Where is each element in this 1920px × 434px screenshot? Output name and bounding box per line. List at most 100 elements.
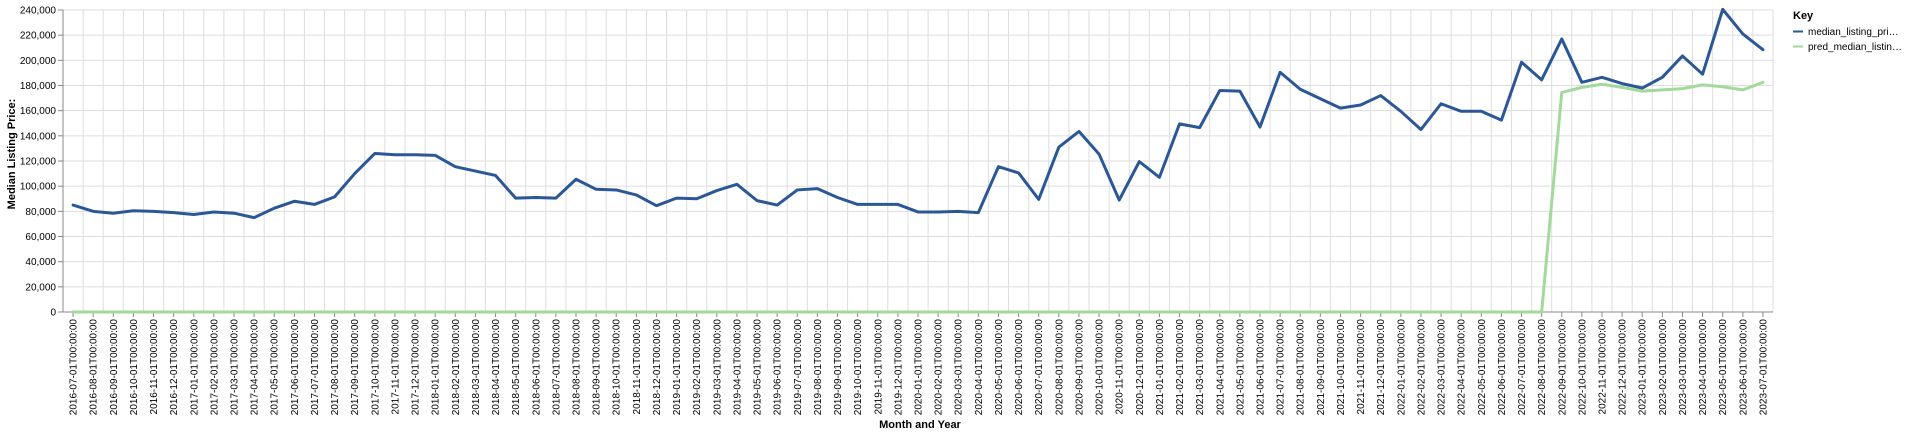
x-tick-label: 2019-10-01T00:00:00 bbox=[853, 319, 864, 416]
x-tick-label: 2019-11-01T00:00:00 bbox=[873, 319, 884, 415]
y-tick-label: 20,000 bbox=[25, 282, 56, 293]
series-layer bbox=[71, 7, 1765, 314]
x-tick-label: 2021-07-01T00:00:00 bbox=[1276, 319, 1287, 416]
x-tick-label: 2023-03-01T00:00:00 bbox=[1678, 319, 1689, 416]
x-tick-label: 2022-12-01T00:00:00 bbox=[1618, 319, 1629, 416]
x-tick-label: 2017-12-01T00:00:00 bbox=[411, 319, 422, 416]
x-tick-label: 2017-04-01T00:00:00 bbox=[250, 319, 261, 416]
x-tick-label: 2020-03-01T00:00:00 bbox=[954, 319, 965, 416]
x-tick-label: 2019-06-01T00:00:00 bbox=[773, 319, 784, 416]
x-tick-label: 2017-01-01T00:00:00 bbox=[189, 319, 200, 416]
x-tick-label: 2017-06-01T00:00:00 bbox=[290, 319, 301, 416]
x-axis: 2016-07-01T00:00:00 2016-08-01T00:00:00 20… bbox=[63, 311, 1773, 416]
y-axis: 0 20,000 40,000 60,000 80,000 100,000 120,000 1… bbox=[20, 6, 64, 319]
legend: Key median_listing_pri… pred_median_listi… bbox=[1793, 10, 1902, 53]
x-tick-label: 2020-06-01T00:00:00 bbox=[1014, 319, 1025, 416]
x-tick-label: 2021-08-01T00:00:00 bbox=[1296, 319, 1307, 416]
x-tick-label: 2017-05-01T00:00:00 bbox=[270, 319, 281, 416]
x-tick-label: 2019-02-01T00:00:00 bbox=[692, 319, 703, 416]
gridlines bbox=[62, 9, 1774, 313]
x-tick-label: 2018-05-01T00:00:00 bbox=[511, 319, 522, 416]
x-tick-label: 2018-08-01T00:00:00 bbox=[572, 319, 583, 416]
y-tick-label: 180,000 bbox=[20, 81, 57, 92]
x-tick-label: 2022-05-01T00:00:00 bbox=[1477, 319, 1488, 416]
x-tick-label: 2021-04-01T00:00:00 bbox=[1215, 319, 1226, 416]
x-tick-label: 2018-03-01T00:00:00 bbox=[471, 319, 482, 416]
x-tick-label: 2022-03-01T00:00:00 bbox=[1437, 319, 1448, 416]
y-axis-title: Median Listing Price: bbox=[6, 99, 18, 210]
x-tick-label: 2018-04-01T00:00:00 bbox=[491, 319, 502, 416]
x-tick-label: 2020-11-01T00:00:00 bbox=[1115, 319, 1126, 415]
y-tick-label: 60,000 bbox=[25, 232, 56, 243]
x-tick-label: 2018-11-01T00:00:00 bbox=[632, 319, 643, 415]
x-tick-label: 2022-02-01T00:00:00 bbox=[1416, 319, 1427, 416]
x-tick-label: 2022-04-01T00:00:00 bbox=[1457, 319, 1468, 416]
x-tick-label: 2022-09-01T00:00:00 bbox=[1557, 319, 1568, 416]
x-tick-label: 2020-04-01T00:00:00 bbox=[974, 319, 985, 416]
y-tick-label: 160,000 bbox=[20, 106, 57, 117]
x-tick-label: 2016-09-01T00:00:00 bbox=[109, 319, 120, 416]
y-tick-label: 0 bbox=[50, 308, 56, 319]
x-tick-label: 2020-09-01T00:00:00 bbox=[1074, 319, 1085, 416]
legend-label: pred_median_listin… bbox=[1808, 42, 1902, 53]
x-tick-label: 2018-01-01T00:00:00 bbox=[431, 319, 442, 416]
legend-label: median_listing_pri… bbox=[1808, 27, 1899, 38]
x-tick-label: 2022-11-01T00:00:00 bbox=[1598, 319, 1609, 415]
x-tick-label: 2018-10-01T00:00:00 bbox=[612, 319, 623, 416]
x-tick-label: 2022-07-01T00:00:00 bbox=[1517, 319, 1528, 416]
series-line bbox=[71, 80, 1765, 314]
x-tick-label: 2018-02-01T00:00:00 bbox=[451, 319, 462, 416]
x-tick-label: 2017-03-01T00:00:00 bbox=[230, 319, 241, 416]
x-tick-label: 2020-07-01T00:00:00 bbox=[1034, 319, 1045, 416]
x-tick-label: 2023-06-01T00:00:00 bbox=[1738, 319, 1749, 416]
x-tick-label: 2022-10-01T00:00:00 bbox=[1577, 319, 1588, 416]
x-tick-label: 2019-05-01T00:00:00 bbox=[753, 319, 764, 416]
x-tick-label: 2022-08-01T00:00:00 bbox=[1537, 319, 1548, 416]
x-tick-label: 2021-05-01T00:00:00 bbox=[1235, 319, 1246, 416]
x-tick-label: 2020-10-01T00:00:00 bbox=[1095, 319, 1106, 416]
x-tick-label: 2017-10-01T00:00:00 bbox=[370, 319, 381, 416]
x-tick-label: 2016-08-01T00:00:00 bbox=[89, 319, 100, 416]
x-tick-label: 2021-09-01T00:00:00 bbox=[1316, 319, 1327, 416]
y-tick-label: 220,000 bbox=[20, 31, 57, 42]
x-tick-label: 2021-11-01T00:00:00 bbox=[1356, 319, 1367, 415]
x-tick-label: 2016-11-01T00:00:00 bbox=[149, 319, 160, 415]
x-tick-label: 2017-08-01T00:00:00 bbox=[330, 319, 341, 416]
x-tick-label: 2019-08-01T00:00:00 bbox=[813, 319, 824, 416]
x-tick-label: 2020-05-01T00:00:00 bbox=[994, 319, 1005, 416]
x-tick-label: 2019-04-01T00:00:00 bbox=[732, 319, 743, 416]
y-tick-label: 240,000 bbox=[20, 6, 57, 17]
y-tick-label: 200,000 bbox=[20, 56, 57, 67]
x-axis-title: Month and Year bbox=[879, 419, 961, 431]
x-tick-label: 2016-07-01T00:00:00 bbox=[69, 319, 80, 416]
y-tick-label: 80,000 bbox=[25, 207, 56, 218]
x-tick-label: 2023-04-01T00:00:00 bbox=[1698, 319, 1709, 416]
x-tick-label: 2020-08-01T00:00:00 bbox=[1054, 319, 1065, 416]
x-tick-label: 2022-06-01T00:00:00 bbox=[1497, 319, 1508, 416]
x-tick-label: 2019-03-01T00:00:00 bbox=[712, 319, 723, 416]
x-tick-label: 2021-12-01T00:00:00 bbox=[1376, 319, 1387, 416]
x-tick-label: 2019-07-01T00:00:00 bbox=[793, 319, 804, 416]
x-tick-label: 2018-07-01T00:00:00 bbox=[551, 319, 562, 416]
x-tick-label: 2021-01-01T00:00:00 bbox=[1155, 319, 1166, 416]
x-tick-label: 2021-06-01T00:00:00 bbox=[1256, 319, 1267, 416]
x-tick-label: 2023-05-01T00:00:00 bbox=[1718, 319, 1729, 416]
x-tick-label: 2016-12-01T00:00:00 bbox=[169, 319, 180, 416]
x-tick-label: 2023-01-01T00:00:00 bbox=[1638, 319, 1649, 416]
x-tick-label: 2020-02-01T00:00:00 bbox=[934, 319, 945, 416]
x-tick-label: 2019-01-01T00:00:00 bbox=[672, 319, 683, 416]
series-line bbox=[71, 7, 1765, 220]
x-tick-label: 2022-01-01T00:00:00 bbox=[1396, 319, 1407, 416]
y-tick-label: 100,000 bbox=[20, 182, 57, 193]
x-tick-label: 2020-01-01T00:00:00 bbox=[914, 319, 925, 416]
y-tick-label: 40,000 bbox=[25, 257, 56, 268]
x-tick-label: 2019-12-01T00:00:00 bbox=[893, 319, 904, 416]
x-tick-label: 2019-09-01T00:00:00 bbox=[833, 319, 844, 416]
y-tick-label: 140,000 bbox=[20, 131, 57, 142]
x-tick-label: 2017-11-01T00:00:00 bbox=[390, 319, 401, 415]
x-tick-label: 2016-10-01T00:00:00 bbox=[129, 319, 140, 416]
x-tick-label: 2021-02-01T00:00:00 bbox=[1175, 319, 1186, 416]
x-tick-label: 2017-07-01T00:00:00 bbox=[310, 319, 321, 416]
x-tick-label: 2018-06-01T00:00:00 bbox=[531, 319, 542, 416]
